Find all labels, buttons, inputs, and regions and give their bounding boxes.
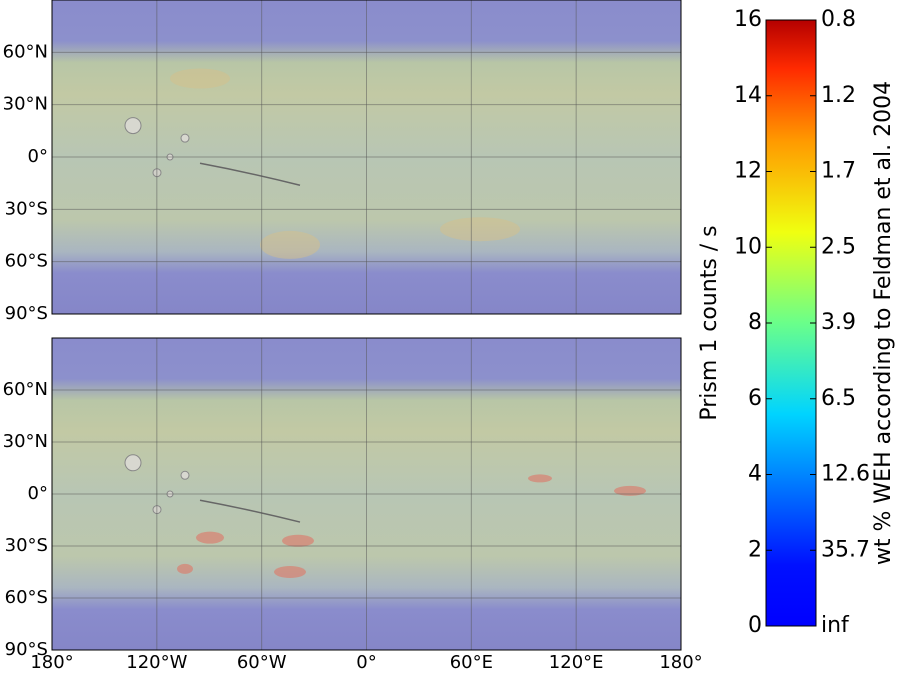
valley	[199, 499, 301, 523]
volcano	[180, 470, 190, 480]
hotspot	[170, 68, 230, 89]
colorbar-secondary-tick-label: 1.2	[821, 83, 856, 108]
colorbar-tick-label: 12	[734, 159, 762, 184]
colorbar-secondary-tick-label: inf	[821, 613, 850, 638]
colorbar-tick-label: 14	[734, 83, 762, 108]
x-tick-label: 120°E	[549, 652, 604, 673]
x-tick-label: 60°W	[237, 652, 287, 673]
colorbar-tick-label: 2	[748, 537, 762, 562]
map-frame	[51, 0, 682, 315]
volcano	[124, 117, 142, 135]
y-tick-label: 90°S	[5, 303, 48, 324]
hotspot	[274, 566, 306, 578]
colorbar-tick-label: 4	[748, 462, 762, 487]
colorbar	[765, 19, 817, 627]
y-tick-label: 60°N	[3, 41, 48, 62]
valley	[199, 162, 301, 186]
colorbar-secondary-tick-label: 12.6	[821, 462, 870, 487]
volcano	[180, 133, 190, 143]
y-tick-label: 60°S	[5, 251, 48, 272]
hotspot	[614, 485, 646, 496]
y-tick-label: 0°	[28, 483, 48, 504]
x-tick-label: 0°	[356, 652, 376, 673]
colorbar-tick-label: 10	[734, 234, 762, 259]
y-tick-label: 60°S	[5, 587, 48, 608]
colorbar-secondary-tick-label: 0.8	[821, 7, 856, 32]
map-frame	[51, 337, 682, 651]
colorbar-secondary-tick-label: 1.7	[821, 159, 856, 184]
colorbar-tick-label: 16	[734, 7, 762, 32]
colorbar-tick-label: 8	[748, 310, 762, 335]
y-tick-label: 30°S	[5, 535, 48, 556]
x-tick-label: 120°W	[126, 652, 187, 673]
colorbar-secondary-tick-label: 2.5	[821, 234, 856, 259]
volcano	[124, 454, 142, 472]
y-tick-label: 60°N	[3, 379, 48, 400]
hotspot	[177, 563, 193, 574]
hotspot	[282, 534, 314, 547]
y-tick-label: 30°N	[3, 431, 48, 452]
y-tick-label: 90°S	[5, 639, 48, 660]
hotspot	[196, 531, 224, 544]
x-tick-label: 180°	[659, 652, 702, 673]
colorbar-tick-label: 6	[748, 386, 762, 411]
hotspot	[260, 230, 320, 259]
colorbar-secondary-tick-label: 3.9	[821, 310, 856, 335]
hotspot	[440, 217, 520, 242]
y-tick-label: 30°S	[5, 198, 48, 219]
colorbar-label: Prism 1 counts / s	[697, 225, 722, 420]
y-tick-label: 30°N	[3, 94, 48, 115]
y-tick-label: 0°	[28, 146, 48, 167]
x-tick-label: 60°E	[450, 652, 493, 673]
colorbar-secondary-tick-label: 6.5	[821, 386, 856, 411]
x-tick-label: 180°	[30, 652, 73, 673]
colorbar-secondary-tick-label: 35.7	[821, 537, 870, 562]
hotspot	[528, 474, 552, 483]
colorbar-tick-label: 0	[748, 613, 762, 638]
colorbar-secondary-label: wt % WEH according to Feldman et al. 200…	[871, 81, 896, 565]
